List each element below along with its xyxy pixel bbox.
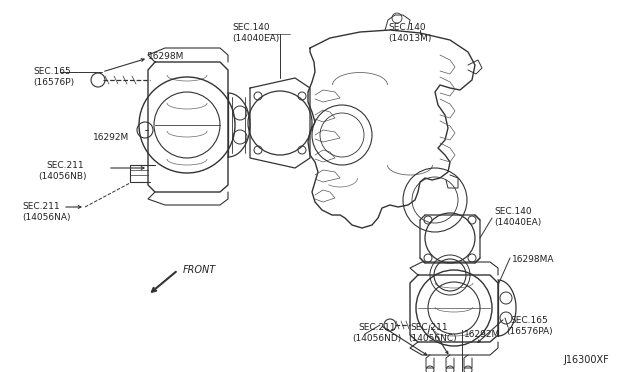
Text: (14056NB): (14056NB) <box>38 172 86 181</box>
Text: 16292M: 16292M <box>93 133 129 142</box>
Text: (14056ND): (14056ND) <box>352 334 401 343</box>
Text: (14056NA): (14056NA) <box>22 213 70 222</box>
Text: SEC.211: SEC.211 <box>358 323 396 332</box>
Text: 16298MA: 16298MA <box>512 255 554 264</box>
Text: SEC.140: SEC.140 <box>232 23 269 32</box>
Text: SEC.140: SEC.140 <box>494 207 532 216</box>
Text: 16298M: 16298M <box>148 52 184 61</box>
Text: SEC.165: SEC.165 <box>510 316 548 325</box>
Text: FRONT: FRONT <box>183 265 216 275</box>
Text: SEC.211: SEC.211 <box>46 161 84 170</box>
Text: SEC.211: SEC.211 <box>22 202 60 211</box>
Text: (14056NC): (14056NC) <box>408 334 456 343</box>
Text: SEC.165: SEC.165 <box>33 67 71 76</box>
Text: (16576P): (16576P) <box>33 78 74 87</box>
Text: J16300XF: J16300XF <box>563 355 609 365</box>
Text: SEC.211: SEC.211 <box>410 323 447 332</box>
Text: (14040EA): (14040EA) <box>232 34 279 43</box>
Text: (14040EA): (14040EA) <box>494 218 541 227</box>
Text: (14013M): (14013M) <box>388 34 431 43</box>
Text: 16292M: 16292M <box>464 330 500 339</box>
Text: SEC.140: SEC.140 <box>388 23 426 32</box>
Text: (16576PA): (16576PA) <box>506 327 552 336</box>
